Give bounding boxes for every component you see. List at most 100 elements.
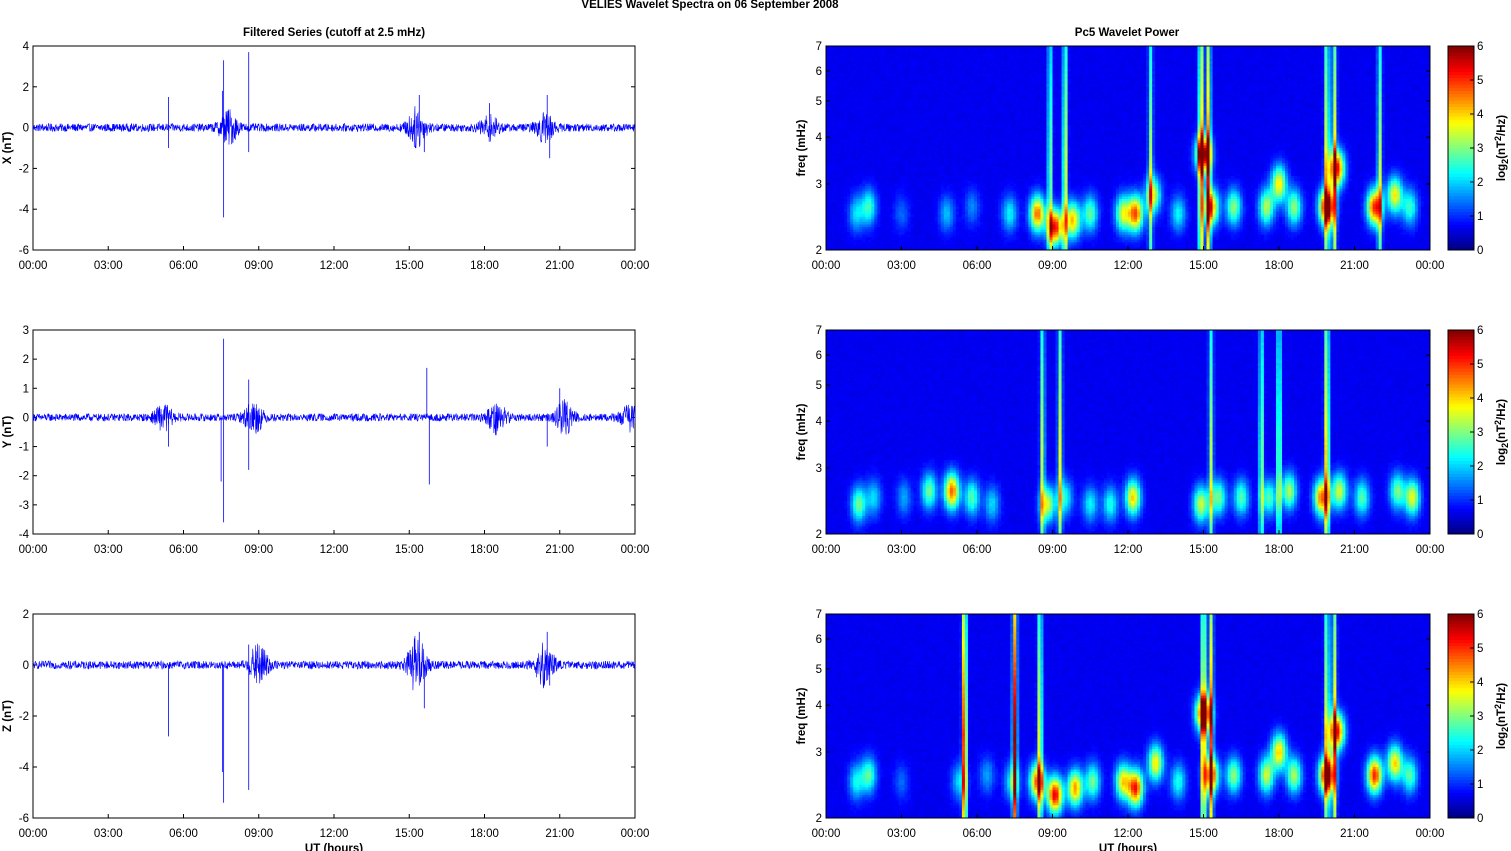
heatmap-cell bbox=[932, 72, 935, 75]
heatmap-cell bbox=[853, 64, 856, 67]
heatmap-cell bbox=[1367, 74, 1370, 77]
heatmap-cell bbox=[1089, 54, 1092, 57]
heatmap-cell bbox=[911, 72, 914, 75]
heatmap-cell bbox=[980, 51, 983, 54]
heatmap-cell bbox=[1388, 61, 1391, 64]
heatmap-cell bbox=[1252, 61, 1255, 64]
heatmap-cell bbox=[1025, 54, 1028, 57]
heatmap-cell bbox=[1264, 61, 1267, 64]
heatmap-cell bbox=[902, 56, 905, 59]
heatmap-cell bbox=[1022, 54, 1025, 57]
heatmap-cell bbox=[1113, 69, 1116, 72]
timeseries-xtick-label: 03:00 bbox=[94, 544, 123, 556]
heatmap-cell bbox=[1258, 59, 1261, 62]
heatmap-cell bbox=[926, 49, 929, 52]
heatmap-cell bbox=[1056, 74, 1059, 77]
heatmap-cell bbox=[941, 74, 944, 77]
heatmap-cell bbox=[1110, 49, 1113, 52]
heatmap-cell bbox=[1161, 64, 1164, 67]
heatmap-cell bbox=[1179, 64, 1182, 67]
heatmap-cell bbox=[1213, 64, 1216, 67]
heatmap-cell bbox=[1294, 72, 1297, 75]
heatmap-cell bbox=[920, 61, 923, 64]
heatmap-cell bbox=[1415, 69, 1418, 72]
heatmap-cell bbox=[1170, 51, 1173, 54]
heatmap-cell bbox=[1300, 64, 1303, 67]
timeseries-xtick-label: 06:00 bbox=[169, 828, 198, 840]
heatmap-cell bbox=[850, 72, 853, 75]
heatmap-cell bbox=[968, 56, 971, 59]
heatmap-cell bbox=[1194, 49, 1197, 52]
heatmap-cell bbox=[956, 72, 959, 75]
heatmap-cell bbox=[923, 51, 926, 54]
heatmap-cell bbox=[889, 59, 892, 62]
heatmap-cell bbox=[1339, 51, 1342, 54]
heatmap-cell bbox=[832, 59, 835, 62]
heatmap-cell bbox=[865, 61, 868, 64]
heatmap-cell bbox=[886, 59, 889, 62]
heatmap-cell bbox=[1185, 72, 1188, 75]
heatmap-cell bbox=[1083, 61, 1086, 64]
heatmap-cell bbox=[1264, 64, 1267, 67]
heatmap-cell bbox=[1421, 59, 1424, 62]
heatmap-cell bbox=[1104, 64, 1107, 67]
heatmap-cell bbox=[935, 72, 938, 75]
heatmap-cell bbox=[1152, 51, 1155, 54]
heatmap-cell bbox=[1291, 66, 1294, 69]
heatmap-cell bbox=[1339, 54, 1342, 57]
heatmap-cell bbox=[1068, 59, 1071, 62]
heatmap-cell bbox=[1397, 61, 1400, 64]
heatmap-cell bbox=[1197, 51, 1200, 54]
heatmap-cell bbox=[1279, 51, 1282, 54]
heatmap-cell bbox=[983, 54, 986, 57]
heatmap-cell bbox=[980, 74, 983, 77]
heatmap-cell bbox=[1095, 66, 1098, 69]
heatmap-cell bbox=[886, 49, 889, 52]
heatmap-cell bbox=[986, 69, 989, 72]
heatmap-cell bbox=[1034, 49, 1037, 52]
heatmap-cell bbox=[1418, 61, 1421, 64]
heatmap-cell bbox=[944, 61, 947, 64]
heatmap-cell bbox=[1237, 49, 1240, 52]
heatmap-cell bbox=[1155, 66, 1158, 69]
heatmap-cell bbox=[1191, 54, 1194, 57]
heatmap-cell bbox=[1309, 59, 1312, 62]
heatmap-cell bbox=[1424, 49, 1427, 52]
heatmap-cell bbox=[1185, 54, 1188, 57]
heatmap-cell bbox=[1065, 66, 1068, 69]
y-axis-label: Z (nT) bbox=[2, 700, 14, 732]
heatmap-cell bbox=[1213, 66, 1216, 69]
heatmap-cell bbox=[1279, 59, 1282, 62]
ytick-label: 2 bbox=[23, 354, 29, 366]
heatmap-cell bbox=[1092, 54, 1095, 57]
heatmap-cell bbox=[1267, 49, 1270, 52]
timeseries-xtick-label: 18:00 bbox=[470, 544, 499, 556]
heatmap-cell bbox=[989, 56, 992, 59]
heatmap-cell bbox=[1083, 56, 1086, 59]
heatmap-cell bbox=[980, 59, 983, 62]
heatmap-cell bbox=[1131, 72, 1134, 75]
heatmap-cell bbox=[1210, 69, 1213, 72]
heatmap-cell bbox=[838, 49, 841, 52]
heatmap-cell bbox=[1351, 54, 1354, 57]
heatmap-cell bbox=[1077, 66, 1080, 69]
heatmap-cell bbox=[1143, 56, 1146, 59]
heatmap-cell bbox=[1207, 64, 1210, 67]
heatmap-cell bbox=[974, 66, 977, 69]
heatmap-cell bbox=[1155, 69, 1158, 72]
heatmap-cell bbox=[1107, 64, 1110, 67]
heatmap-cell bbox=[856, 72, 859, 75]
heatmap-cell bbox=[998, 54, 1001, 57]
heatmap-cell bbox=[880, 72, 883, 75]
heatmap-cell bbox=[1376, 61, 1379, 64]
heatmap-cell bbox=[1225, 54, 1228, 57]
heatmap-cell bbox=[1131, 56, 1134, 59]
heatmap-cell bbox=[944, 64, 947, 67]
heatmap-cell bbox=[995, 66, 998, 69]
heatmap-cell bbox=[1225, 49, 1228, 52]
heatmap-cell bbox=[1327, 56, 1330, 59]
heatmap-cell bbox=[880, 74, 883, 77]
heatmap-cell bbox=[1339, 72, 1342, 75]
heatmap-cell bbox=[1258, 61, 1261, 64]
heatmap-cell bbox=[1210, 74, 1213, 77]
